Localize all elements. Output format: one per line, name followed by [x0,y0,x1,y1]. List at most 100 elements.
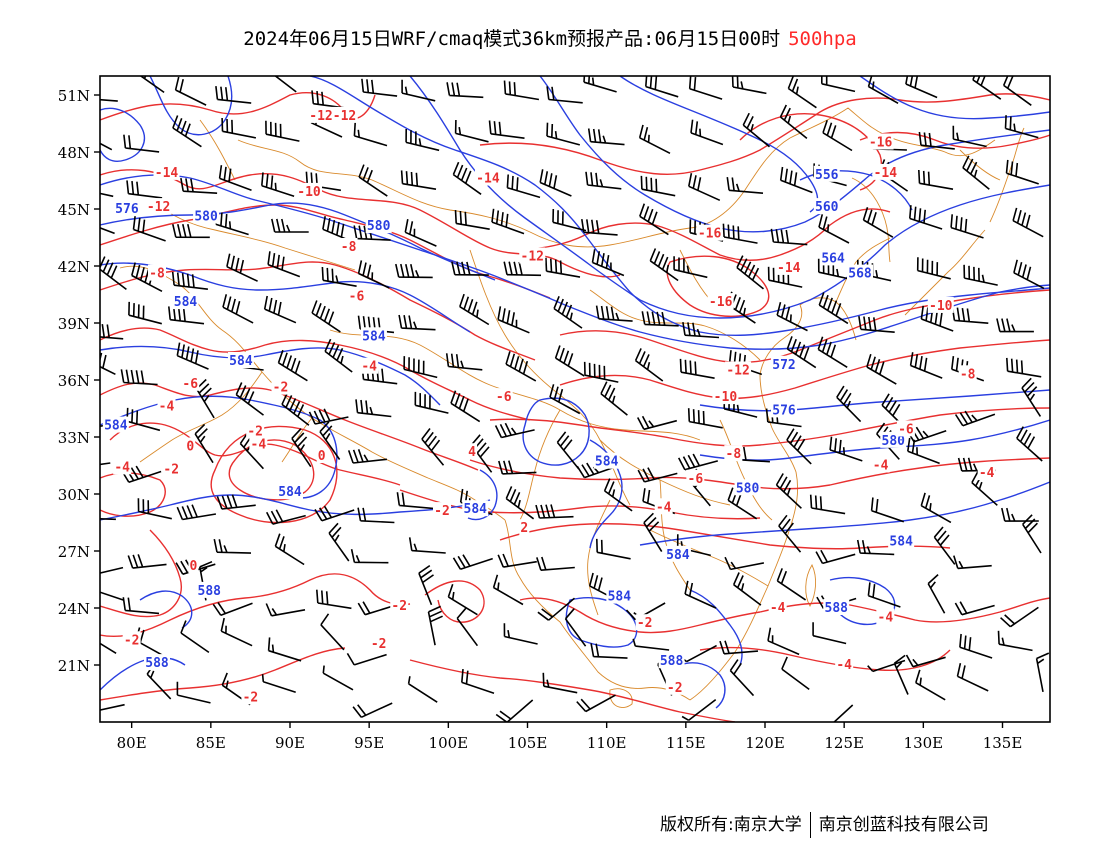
height-contour-label-bg [813,198,840,215]
temperature-contour-label: -2 [243,690,259,705]
temperature-contour-label-bg [872,163,899,180]
plot-frame [99,75,1051,723]
height-contour-label: 588 [145,656,169,671]
wind-barb [127,554,167,569]
wind-barb [503,80,540,101]
wind-barb [427,605,443,646]
height-contour-label: 584 [362,329,386,344]
wind-barb [787,76,817,109]
wind-barb [684,580,717,609]
wind-barb [221,117,257,139]
wind-barb [470,434,493,473]
wind-barb [905,654,946,668]
temperature-contour-label: -2 [163,462,179,477]
wind-barb [588,572,621,603]
height-line [100,345,441,406]
temperature-contour-label: -8 [341,240,357,255]
pressure-level: 500hpa [788,28,857,50]
temperature-contour-label-bg [958,365,977,382]
wind-barb [595,305,633,322]
temperature-contour-label-bg [835,656,854,672]
wind-barb [100,591,125,602]
wind-barb [274,76,297,93]
wind-barb [767,627,800,656]
wind-barb [176,342,209,370]
wind-barb [505,486,535,520]
temperature-contour-label-bg [145,198,172,215]
wind-barb [100,566,124,574]
height-contour-label-bg [193,207,220,224]
wind-barb [405,128,440,152]
wind-barb [123,134,160,153]
wind-barb [972,76,1002,100]
wind-barb [497,553,537,568]
wind-barb [927,574,946,614]
wind-barb [452,161,482,195]
temp-line [759,597,1050,623]
wind-barb [719,640,759,655]
temp-line [519,597,761,634]
lat-tick-label: 27N [58,543,90,561]
wind-barb [649,248,679,282]
wind-barb [818,292,849,325]
wind-barb [168,306,205,325]
wind-barb [727,487,758,520]
wind-barb [918,131,955,150]
wind-barb [736,255,765,290]
border-coast-south [689,304,803,701]
temperature-contour-label: -6 [349,289,365,304]
temp-line [100,327,531,421]
height-contour-label-bg [664,545,691,562]
height-contour-label: 580 [367,219,391,234]
wind-barb [320,613,345,651]
wind-barb [195,378,215,419]
plot-area: 576 580 580 584 584 584 584 584 584 584 584 584 584 5… [100,76,1050,722]
height-contour-label-bg [196,581,223,598]
temp-line [424,580,485,623]
temperature-contour-label: 0 [318,449,326,464]
height-contour-label: 580 [194,210,218,225]
wind-barb [218,165,252,191]
copyright-right: 南京创蓝科技有限公司 [818,815,989,835]
wind-barb [100,192,114,198]
wind-barb [950,214,984,239]
wind-barb [818,214,850,244]
wind-barb [918,169,954,190]
height-line [699,389,1050,412]
wind-barb [603,478,633,512]
wind-barb [271,218,309,233]
temperature-contour-label: -14 [155,166,179,181]
height-contour-label: 584 [104,419,128,434]
wind-barb [175,559,216,575]
wind-barb [321,266,357,287]
height-line [100,202,496,281]
wind-barb [506,174,541,199]
height-contour-label: 584 [608,590,632,605]
japan [904,127,1025,316]
wind-barb [681,698,717,721]
temperature-contour-label: -10 [929,299,953,314]
temperature-contour-label-bg [157,397,176,414]
height-contour-label-bg [658,652,685,669]
wind-barb [403,356,438,379]
province-lines-1 [329,329,701,441]
temp-line [699,646,951,672]
wind-barb [765,408,802,428]
wind-barb [600,381,628,416]
temperature-contour-label: -4 [114,460,130,475]
wind-barb [131,262,163,293]
wind-barb [396,492,434,510]
height-contour-label-bg [771,401,797,418]
wind-barb [171,271,208,290]
wind-barb [126,407,161,432]
wind-barb [809,494,846,515]
wind-barb [100,642,117,654]
temperature-contour-label: -4 [251,438,267,453]
wind-barb [539,169,572,197]
wind-barb [308,408,349,425]
wind-barb [222,294,254,324]
wind-barb [909,205,943,230]
height-contour-label: 576 [772,403,796,418]
wind-barb [836,385,862,423]
